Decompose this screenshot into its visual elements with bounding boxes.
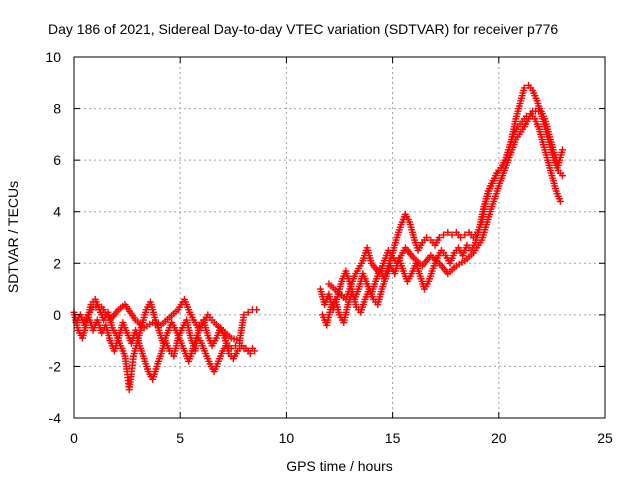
x-axis-ticks: 0 5 10 15 20 25 [70,57,613,446]
data-point [559,146,567,154]
y-tick-label: 0 [53,307,61,323]
data-point [251,347,259,355]
chart-title: Day 186 of 2021, Sidereal Day-to-day VTE… [48,21,558,37]
data-point [244,308,252,316]
y-tick-label: 10 [45,49,61,65]
x-axis-label: GPS time / hours [286,458,393,474]
y-tick-label: 6 [53,152,61,168]
x-tick-label: 20 [491,430,507,446]
data-point [556,197,564,205]
x-tick-label: 0 [70,430,78,446]
y-axis-label: SDTVAR / TECUs [5,181,21,293]
plot-frame [73,56,606,419]
data-point [520,84,528,92]
data-point [461,231,469,239]
data-point [253,306,261,314]
y-tick-label: 4 [53,204,61,220]
data-point [423,234,431,241]
y-tick-label: -2 [49,358,62,374]
data-point [559,172,567,180]
x-tick-label: 5 [176,430,184,446]
data-point [448,231,456,239]
data-point [238,342,246,350]
y-tick-label: -4 [49,410,62,426]
x-tick-label: 15 [385,430,401,446]
data-point [246,350,254,358]
x-tick-label: 10 [279,430,295,446]
data-point [435,234,443,241]
data-markers [70,81,567,394]
y-tick-label: 2 [53,255,61,271]
data-point [444,228,452,236]
data-point [440,231,448,239]
y-axis-ticks: -4 -2 0 2 4 6 8 10 [45,49,605,426]
grid-lines [74,57,605,418]
data-point [240,311,248,319]
data-point [231,342,239,350]
data-point [457,234,465,241]
x-tick-label: 25 [597,430,613,446]
y-tick-label: 8 [53,101,61,117]
